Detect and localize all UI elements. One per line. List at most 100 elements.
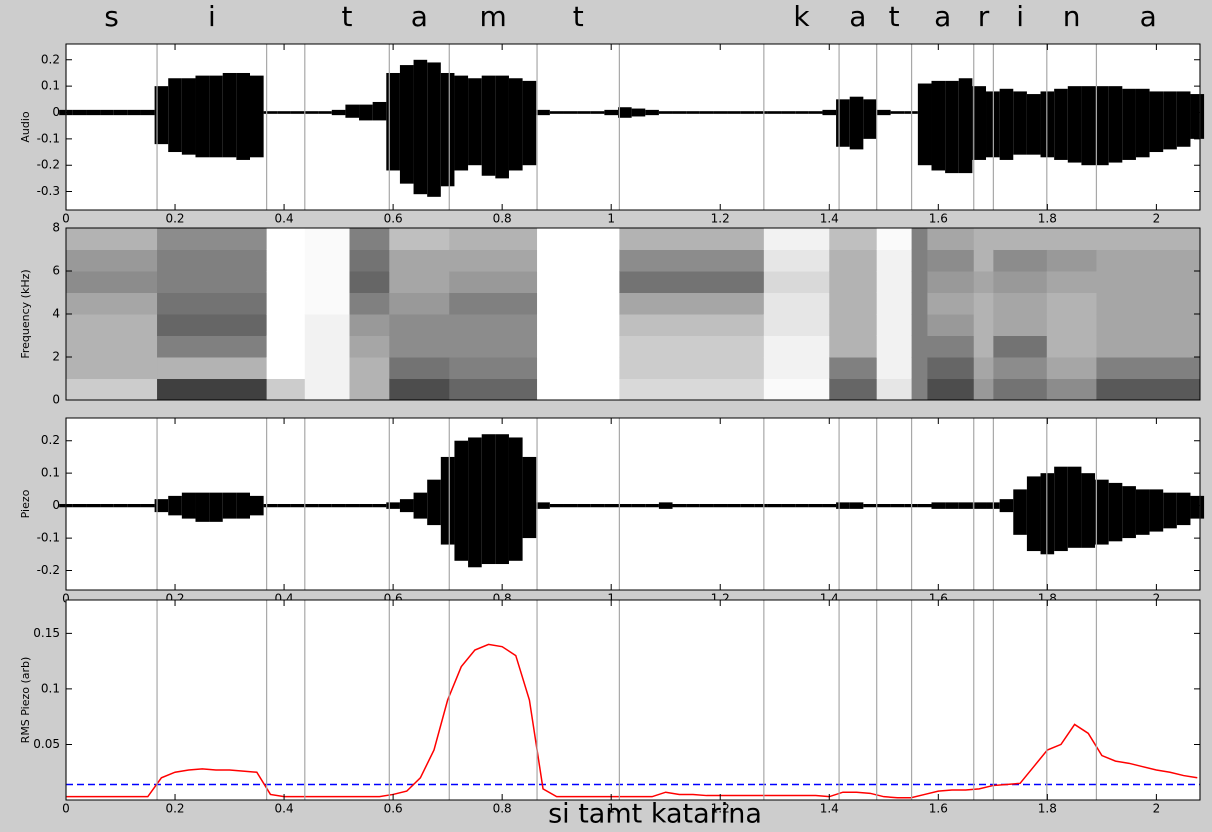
plot-frame (65, 43, 1201, 211)
waveform-sample (972, 502, 987, 509)
spectrogram-cell (1096, 378, 1201, 401)
spectrogram-cell (1046, 271, 1097, 293)
waveform-sample (236, 72, 251, 160)
spectrogram-cell (266, 314, 306, 336)
waveform-sample (86, 109, 101, 116)
phoneme-label: i (208, 0, 216, 33)
spectrogram-cell (157, 378, 268, 401)
spectrogram-cell (911, 357, 928, 379)
waveform-sample (658, 111, 673, 114)
waveform-sample (1135, 489, 1150, 535)
waveform-sample (127, 504, 141, 508)
y-tick-label: 6 (52, 264, 60, 278)
spectrogram-cell (876, 228, 913, 250)
waveform-sample (209, 75, 223, 158)
spectrogram-cell (349, 249, 390, 272)
waveform-sample (140, 109, 155, 116)
spectrogram-cell (537, 314, 620, 336)
spectrogram-cell (266, 249, 306, 272)
rms-line (66, 643, 1198, 799)
y-tick-label: 4 (52, 307, 60, 321)
phoneme-label: a (934, 0, 951, 33)
waveform-sample (154, 499, 169, 513)
waveform-sample (727, 504, 741, 508)
waveform-sample (1176, 492, 1191, 526)
x-tick-label: 1.6 (929, 212, 948, 226)
spectrogram-cell (876, 271, 913, 293)
spectrogram-cell (829, 378, 878, 401)
waveform-sample (972, 86, 987, 160)
spectrogram-cell (266, 292, 306, 315)
spectrogram-cell (927, 335, 975, 358)
spectrogram-cell (157, 292, 268, 315)
waveform-sample (277, 504, 291, 508)
waveform-sample (522, 80, 537, 166)
spectrogram-cell (157, 335, 268, 358)
x-tick-label: 0.6 (384, 212, 403, 226)
waveform-sample (808, 111, 823, 114)
spectrogram-cell (537, 271, 620, 293)
spectrogram-cell (349, 314, 390, 336)
y-axis-label: Frequency (kHz) (19, 269, 32, 358)
spectrogram-cell (911, 292, 928, 315)
spectrogram-cell (1046, 378, 1097, 401)
waveform-sample (1163, 91, 1177, 150)
spectrogram-cell (619, 249, 765, 272)
spectrogram-cell (66, 292, 158, 315)
waveform-sample (890, 111, 905, 114)
spectrogram-cell (763, 357, 830, 379)
x-tick-label: 1.2 (711, 802, 730, 816)
waveform-sample (1013, 489, 1027, 535)
waveform-sample (318, 111, 332, 114)
waveform-sample (563, 504, 578, 508)
spectrogram-cell (927, 314, 975, 336)
waveform-sample (563, 111, 578, 114)
spectrogram-cell (449, 292, 538, 315)
waveform-sample (631, 108, 646, 117)
spectrogram-cell (1046, 314, 1097, 336)
spectrogram-cell (927, 271, 975, 293)
spectrogram-cell (66, 271, 158, 293)
spectrogram-cell (993, 271, 1048, 293)
spectrogram-cell (389, 271, 450, 293)
waveform-sample (222, 72, 237, 158)
y-tick-label: 0.1 (41, 79, 60, 93)
waveform-sample (154, 86, 169, 145)
waveform-sample (440, 72, 455, 187)
spectrogram-cell (349, 357, 390, 379)
waveform-sample (1067, 466, 1082, 548)
spectrogram-cell (537, 228, 620, 250)
waveform-sample (250, 75, 264, 158)
waveform-sample (876, 504, 891, 508)
waveform-sample (304, 111, 319, 114)
waveform-sample (672, 504, 687, 508)
phoneme-label: n (1063, 0, 1081, 33)
waveform-sample (236, 492, 251, 519)
spectrogram-cell (349, 335, 390, 358)
waveform-sample (849, 502, 864, 509)
waveform-sample (945, 80, 959, 174)
waveform-sample (127, 109, 141, 116)
spectrogram-cell (973, 335, 994, 358)
waveform-sample (1190, 495, 1205, 519)
spectrogram-cell (1096, 292, 1201, 315)
spectrogram-cell (911, 271, 928, 293)
waveform-sample (590, 111, 605, 114)
waveform-sample (1054, 466, 1068, 552)
spectrogram-cell (911, 314, 928, 336)
y-tick-label: 8 (52, 221, 60, 235)
x-tick-label: 0 (62, 592, 70, 606)
spectrogram-cell (973, 249, 994, 272)
x-tick-label: 1.8 (1038, 802, 1057, 816)
x-tick-label: 2 (1153, 592, 1161, 606)
phoneme-label: m (480, 0, 507, 33)
waveform-sample (290, 504, 305, 508)
waveform-sample (1026, 94, 1041, 155)
spectrogram-cell (993, 378, 1048, 401)
spectrogram-cell (537, 249, 620, 272)
spectrogram-cell (763, 335, 830, 358)
x-tick-label: 1 (607, 212, 615, 226)
spectrogram-cell (619, 292, 765, 315)
spectrogram-cell (911, 335, 928, 358)
